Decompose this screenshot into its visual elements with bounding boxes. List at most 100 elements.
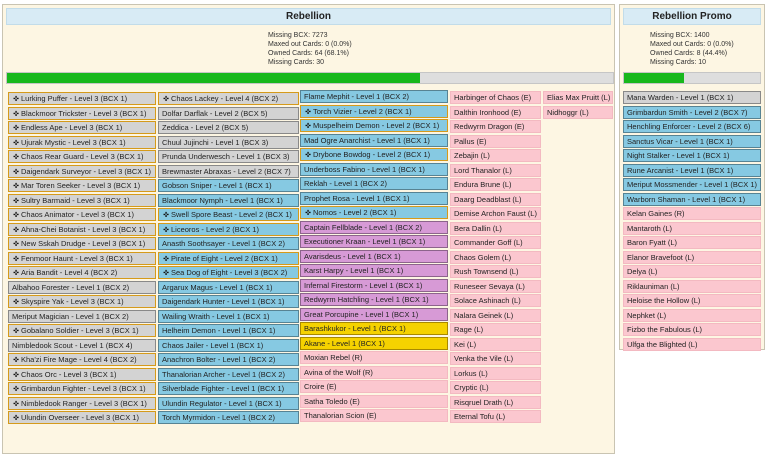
card-anachron-bolter[interactable]: Anachron Bolter - Level 1 (BCX 2) [158, 353, 299, 366]
card-ulundin-overseer[interactable]: ✜ Ulundin Overseer - Level 3 (BCX 1) [8, 411, 156, 424]
card-chaos-animator[interactable]: ✜ Chaos Animator - Level 3 (BCX 1) [8, 208, 156, 221]
card-fenmoor-haunt[interactable]: ✜ Fenmoor Haunt - Level 3 (BCX 1) [8, 251, 156, 265]
card-ulundin-regulator[interactable]: Ulundin Regulator - Level 1 (BCX 1) [158, 396, 299, 410]
card-chaos-lackey[interactable]: ✜ Chaos Lackey - Level 4 (BCX 2) [158, 92, 299, 105]
card-elanor-bravefoot[interactable]: Elanor Bravefoot (L) [623, 250, 761, 264]
card-silverblade-fighter[interactable]: Silverblade Fighter - Level 1 (BCX 1) [158, 382, 299, 395]
card-pallus[interactable]: Pallus (E) [450, 134, 541, 148]
card-kei[interactable]: Kei (L) [450, 337, 541, 351]
card-demise-archon-faust[interactable]: Demise Archon Faust (L) [450, 207, 541, 220]
card-bera-dallin[interactable]: Bera Dallin (L) [450, 221, 541, 235]
card-wailing-wraith[interactable]: Wailing Wraith - Level 1 (BCX 1) [158, 309, 299, 323]
card-commander-goff[interactable]: Commander Goff (L) [450, 236, 541, 249]
card-chaos-rear-guard[interactable]: ✜ Chaos Rear Guard - Level 3 (BCX 1) [8, 150, 156, 163]
card-daigendark-hunter[interactable]: Daigendark Hunter - Level 1 (BCX 1) [158, 295, 299, 308]
card-grimbardun-fighter[interactable]: ✜ Grimbardun Fighter - Level 3 (BCX 1) [8, 382, 156, 395]
card-warborn-shaman[interactable]: Warborn Shaman - Level 1 (BCX 1) [623, 192, 761, 206]
card-zebajin[interactable]: Zebajin (L) [450, 149, 541, 162]
card-daigendark-surveyor[interactable]: ✜ Daigendark Surveyor - Level 3 (BCX 1) [8, 164, 156, 178]
card-nephket[interactable]: Nephket (L) [623, 308, 761, 322]
card-daarg-deadblast[interactable]: Daarg Deadblast (L) [450, 192, 541, 206]
card-swell-spore-beast[interactable]: ✜ Swell Spore Beast - Level 2 (BCX 1) [158, 208, 299, 221]
card-brewmaster-abraxas[interactable]: Brewmaster Abraxas - Level 2 (BCX 7) [158, 164, 299, 178]
card-anasth-soothsayer[interactable]: Anasth Soothsayer - Level 1 (BCX 2) [158, 237, 299, 250]
card-avina-of-the-wolf[interactable]: Avina of the Wolf (R) [300, 365, 448, 379]
card-torch-myrmidon[interactable]: Torch Myrmidon - Level 1 (BCX 2) [158, 411, 299, 424]
card-henchling-enforcer[interactable]: Henchling Enforcer - Level 2 (BCX 6) [623, 120, 761, 133]
card-blackmoor-nymph[interactable]: Blackmoor Nymph - Level 1 (BCX 1) [158, 193, 299, 207]
card-chuul-jujinchi[interactable]: Chuul Jujinchi - Level 1 (BCX 3) [158, 135, 299, 149]
card-delya[interactable]: Delya (L) [623, 265, 761, 278]
card-rune-arcanist[interactable]: Rune Arcanist - Level 1 (BCX 1) [623, 163, 761, 177]
card-skyspire-yak[interactable]: ✜ Skyspire Yak - Level 3 (BCX 1) [8, 295, 156, 308]
card-executioner-kraan[interactable]: Executioner Kraan - Level 1 (BCX 1) [300, 235, 448, 248]
card-underboss-fabino[interactable]: Underboss Fabino - Level 1 (BCX 1) [300, 162, 448, 176]
card-infernal-firestorm[interactable]: Infernal Firestorm - Level 1 (BCX 1) [300, 278, 448, 292]
card-flame-mephit[interactable]: Flame Mephit - Level 1 (BCX 2) [300, 90, 448, 103]
card-dalthin-ironhood[interactable]: Dalthin Ironhood (E) [450, 105, 541, 119]
card-zeddica[interactable]: Zeddica - Level 2 (BCX 5) [158, 121, 299, 134]
card-chaos-jailer[interactable]: Chaos Jailer - Level 1 (BCX 1) [158, 338, 299, 352]
card-fizbo-the-fabulous[interactable]: Fizbo the Fabulous (L) [623, 323, 761, 336]
card-torch-vizier[interactable]: ✜ Torch Vizier - Level 2 (BCX 1) [300, 104, 448, 118]
card-thanalorian-scion[interactable]: Thanalorian Scion (E) [300, 409, 448, 422]
card-venka-the-vile[interactable]: Venka the Vile (L) [450, 352, 541, 365]
card-rage[interactable]: Rage (L) [450, 323, 541, 336]
card-grimbardun-smith[interactable]: Grimbardun Smith - Level 2 (BCX 7) [623, 105, 761, 119]
card-lord-thanalor[interactable]: Lord Thanalor (L) [450, 163, 541, 177]
card-elias-max-pruitt[interactable]: Elias Max Pruitt (L) [543, 91, 613, 104]
card-prophet-rosa[interactable]: Prophet Rosa - Level 1 (BCX 1) [300, 191, 448, 205]
card-aria-bandit[interactable]: ✜ Aria Bandit - Level 4 (BCX 2) [8, 266, 156, 279]
card-avarisdeus[interactable]: Avarisdeus - Level 1 (BCX 1) [300, 249, 448, 263]
card-pirate-of-eight[interactable]: ✜ Pirate of Eight - Level 2 (BCX 1) [158, 251, 299, 265]
card-redwyrm-dragon[interactable]: Redwyrm Dragon (E) [450, 120, 541, 133]
card-gobalano-soldier[interactable]: ✜ Gobalano Soldier - Level 3 (BCX 1) [8, 324, 156, 337]
card-meriput-magician[interactable]: Meriput Magician - Level 1 (BCX 2) [8, 309, 156, 323]
card-endless-ape[interactable]: ✜ Endless Ape - Level 3 (BCX 1) [8, 121, 156, 134]
card-blackmoor-trickster[interactable]: ✜ Blackmoor Trickster - Level 3 (BCX 1) [8, 106, 156, 120]
card-harbinger-of-chaos[interactable]: Harbinger of Chaos (E) [450, 91, 541, 104]
card-chaos-orc[interactable]: ✜ Chaos Orc - Level 3 (BCX 1) [8, 367, 156, 381]
card-new-sskah-drudge[interactable]: ✜ New Sskah Drudge - Level 3 (BCX 1) [8, 237, 156, 250]
card-akane[interactable]: Akane - Level 1 (BCX 1) [300, 336, 448, 350]
card-great-porcupine[interactable]: Great Porcupine - Level 1 (BCX 1) [300, 307, 448, 321]
card-ulfga-the-blighted[interactable]: Ulfga the Blighted (L) [623, 337, 761, 351]
card-prunda-underwesch[interactable]: Prunda Underwesch - Level 1 (BCX 3) [158, 150, 299, 163]
card-endura-brune[interactable]: Endura Brune (L) [450, 178, 541, 191]
card-mana-warden[interactable]: Mana Warden - Level 1 (BCX 1) [623, 91, 761, 104]
card-runeseer-sevaya[interactable]: Runeseer Sevaya (L) [450, 279, 541, 293]
card-dolfar-darflak[interactable]: Dolfar Darflak - Level 2 (BCX 5) [158, 106, 299, 120]
card-thanalorian-archer[interactable]: Thanalorian Archer - Level 1 (BCX 2) [158, 367, 299, 381]
card-mar-toren-seeker[interactable]: ✜ Mar Toren Seeker - Level 3 (BCX 1) [8, 179, 156, 192]
card-moxian-rebel[interactable]: Moxian Rebel (R) [300, 351, 448, 364]
card-kha-zi-fire-mage[interactable]: ✜ Kha'zi Fire Mage - Level 4 (BCX 2) [8, 353, 156, 366]
card-nomos[interactable]: ✜ Nomos - Level 2 (BCX 1) [300, 206, 448, 219]
card-croire[interactable]: Croire (E) [300, 380, 448, 393]
card-karst-harpy[interactable]: Karst Harpy - Level 1 (BCX 1) [300, 264, 448, 277]
card-reklah[interactable]: Reklah - Level 1 (BCX 2) [300, 177, 448, 190]
card-mantaroth[interactable]: Mantaroth (L) [623, 221, 761, 235]
card-liceoros[interactable]: ✜ Liceoros - Level 2 (BCX 1) [158, 222, 299, 236]
card-lurking-puffer[interactable]: ✜ Lurking Puffer - Level 3 (BCX 1) [8, 92, 156, 105]
card-ahna-chei-botanist[interactable]: ✜ Ahna-Chei Botanist - Level 3 (BCX 1) [8, 222, 156, 236]
card-mad-ogre-anarchist[interactable]: Mad Ogre Anarchist - Level 1 (BCX 1) [300, 133, 448, 147]
card-meriput-mossmender[interactable]: Meriput Mossmender - Level 1 (BCX 1) [623, 178, 761, 191]
card-muspelheim-demon[interactable]: ✜ Muspelheim Demon - Level 2 (BCX 1) [300, 119, 448, 132]
card-gobson-sniper[interactable]: Gobson Sniper - Level 1 (BCX 1) [158, 179, 299, 192]
card-captain-fellblade[interactable]: Captain Fellblade - Level 1 (BCX 2) [300, 220, 448, 234]
card-riklauniman[interactable]: Riklauniman (L) [623, 279, 761, 293]
card-risqruel-drath[interactable]: Risqruel Drath (L) [450, 395, 541, 409]
card-satha-toledo[interactable]: Satha Toledo (E) [300, 394, 448, 408]
card-ujurak-mystic[interactable]: ✜ Ujurak Mystic - Level 3 (BCX 1) [8, 135, 156, 149]
card-night-stalker[interactable]: Night Stalker - Level 1 (BCX 1) [623, 149, 761, 162]
card-drybone-bowdog[interactable]: ✜ Drybone Bowdog - Level 2 (BCX 1) [300, 148, 448, 161]
card-sea-dog-of-eight[interactable]: ✜ Sea Dog of Eight - Level 3 (BCX 2) [158, 266, 299, 279]
card-sultry-barmaid[interactable]: ✜ Sultry Barmaid - Level 3 (BCX 1) [8, 193, 156, 207]
card-nimbledook-ranger[interactable]: ✜ Nimbledook Ranger - Level 3 (BCX 1) [8, 396, 156, 410]
card-kelan-gaines[interactable]: Kelan Gaines (R) [623, 207, 761, 220]
card-solace-ashinach[interactable]: Solace Ashinach (L) [450, 294, 541, 307]
card-heloise-the-hollow[interactable]: Heloise the Hollow (L) [623, 294, 761, 307]
card-nidhoggr[interactable]: Nidhoggr (L) [543, 105, 613, 119]
card-eternal-tofu[interactable]: Eternal Tofu (L) [450, 410, 541, 423]
card-argarux-magus[interactable]: Argarux Magus - Level 1 (BCX 1) [158, 280, 299, 294]
